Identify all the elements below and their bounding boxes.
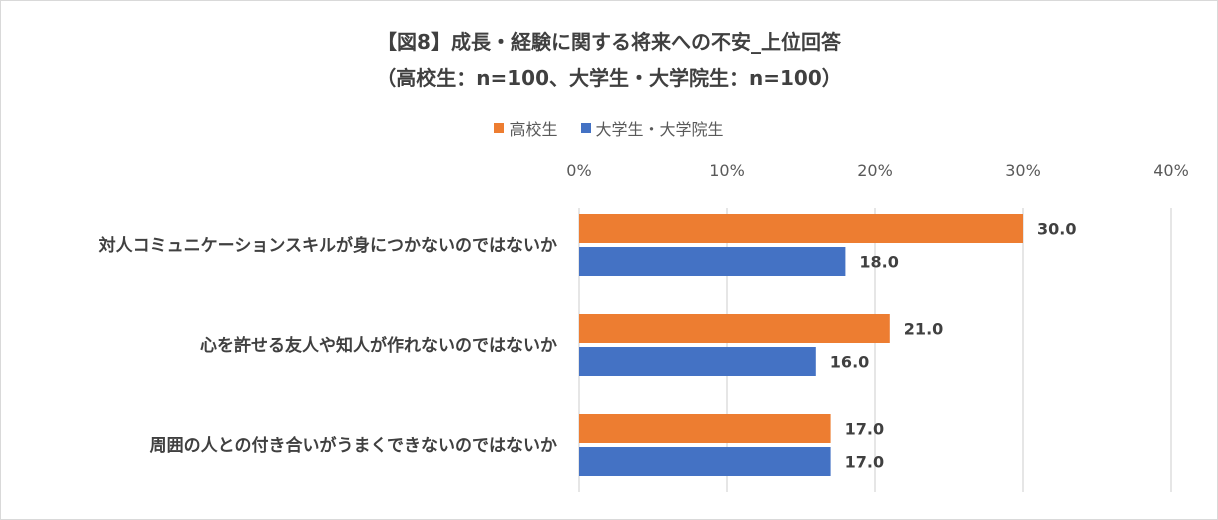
category-label: 周囲の人との付き合いがうまくできないのではないか <box>150 435 557 456</box>
bar <box>579 314 890 343</box>
bars <box>579 214 1023 476</box>
tick-label: 20% <box>857 161 893 180</box>
tick-label: 10% <box>709 161 745 180</box>
bar <box>579 414 831 443</box>
category-label: 心を許せる友人や知人が作れないのではないか <box>200 335 557 356</box>
bar <box>579 247 846 276</box>
legend: 高校生 大学生・大学院生 <box>0 116 1218 140</box>
category-label: 対人コミュニケーションスキルが身につかないのではないか <box>98 235 557 256</box>
legend-swatch-high-school <box>494 123 505 133</box>
bar <box>579 347 816 376</box>
legend-swatch-university <box>580 123 591 133</box>
bar <box>579 447 831 476</box>
legend-item-university: 大学生・大学院生 <box>580 116 724 140</box>
legend-item-high-school: 高校生 <box>494 116 557 140</box>
category-labels: 対人コミュニケーションスキルが身につかないのではないか心を許せる友人や知人が作れ… <box>98 235 557 456</box>
data-label: 21.0 <box>904 320 943 339</box>
chart-subtitle: （高校生：n=100、大学生・大学院生：n=100） <box>376 66 842 90</box>
data-label: 17.0 <box>845 420 884 439</box>
data-labels: 30.0 18.0 21.0 16.0 17.0 17.0 <box>830 220 1077 472</box>
legend-label-university: 大学生・大学院生 <box>595 120 724 139</box>
bar <box>579 214 1023 243</box>
data-label: 18.0 <box>859 253 898 272</box>
tick-label: 40% <box>1153 161 1189 180</box>
data-label: 30.0 <box>1037 220 1076 239</box>
data-label: 16.0 <box>830 353 869 372</box>
legend-label-high-school: 高校生 <box>509 120 558 139</box>
tick-labels: 0% 10% 20% 30% 40% <box>566 161 1188 180</box>
tick-label: 0% <box>566 161 591 180</box>
tick-label: 30% <box>1005 161 1041 180</box>
data-label: 17.0 <box>845 453 884 472</box>
chart-title: 【図8】成長・経験に関する将来への不安_上位回答 <box>377 30 841 54</box>
